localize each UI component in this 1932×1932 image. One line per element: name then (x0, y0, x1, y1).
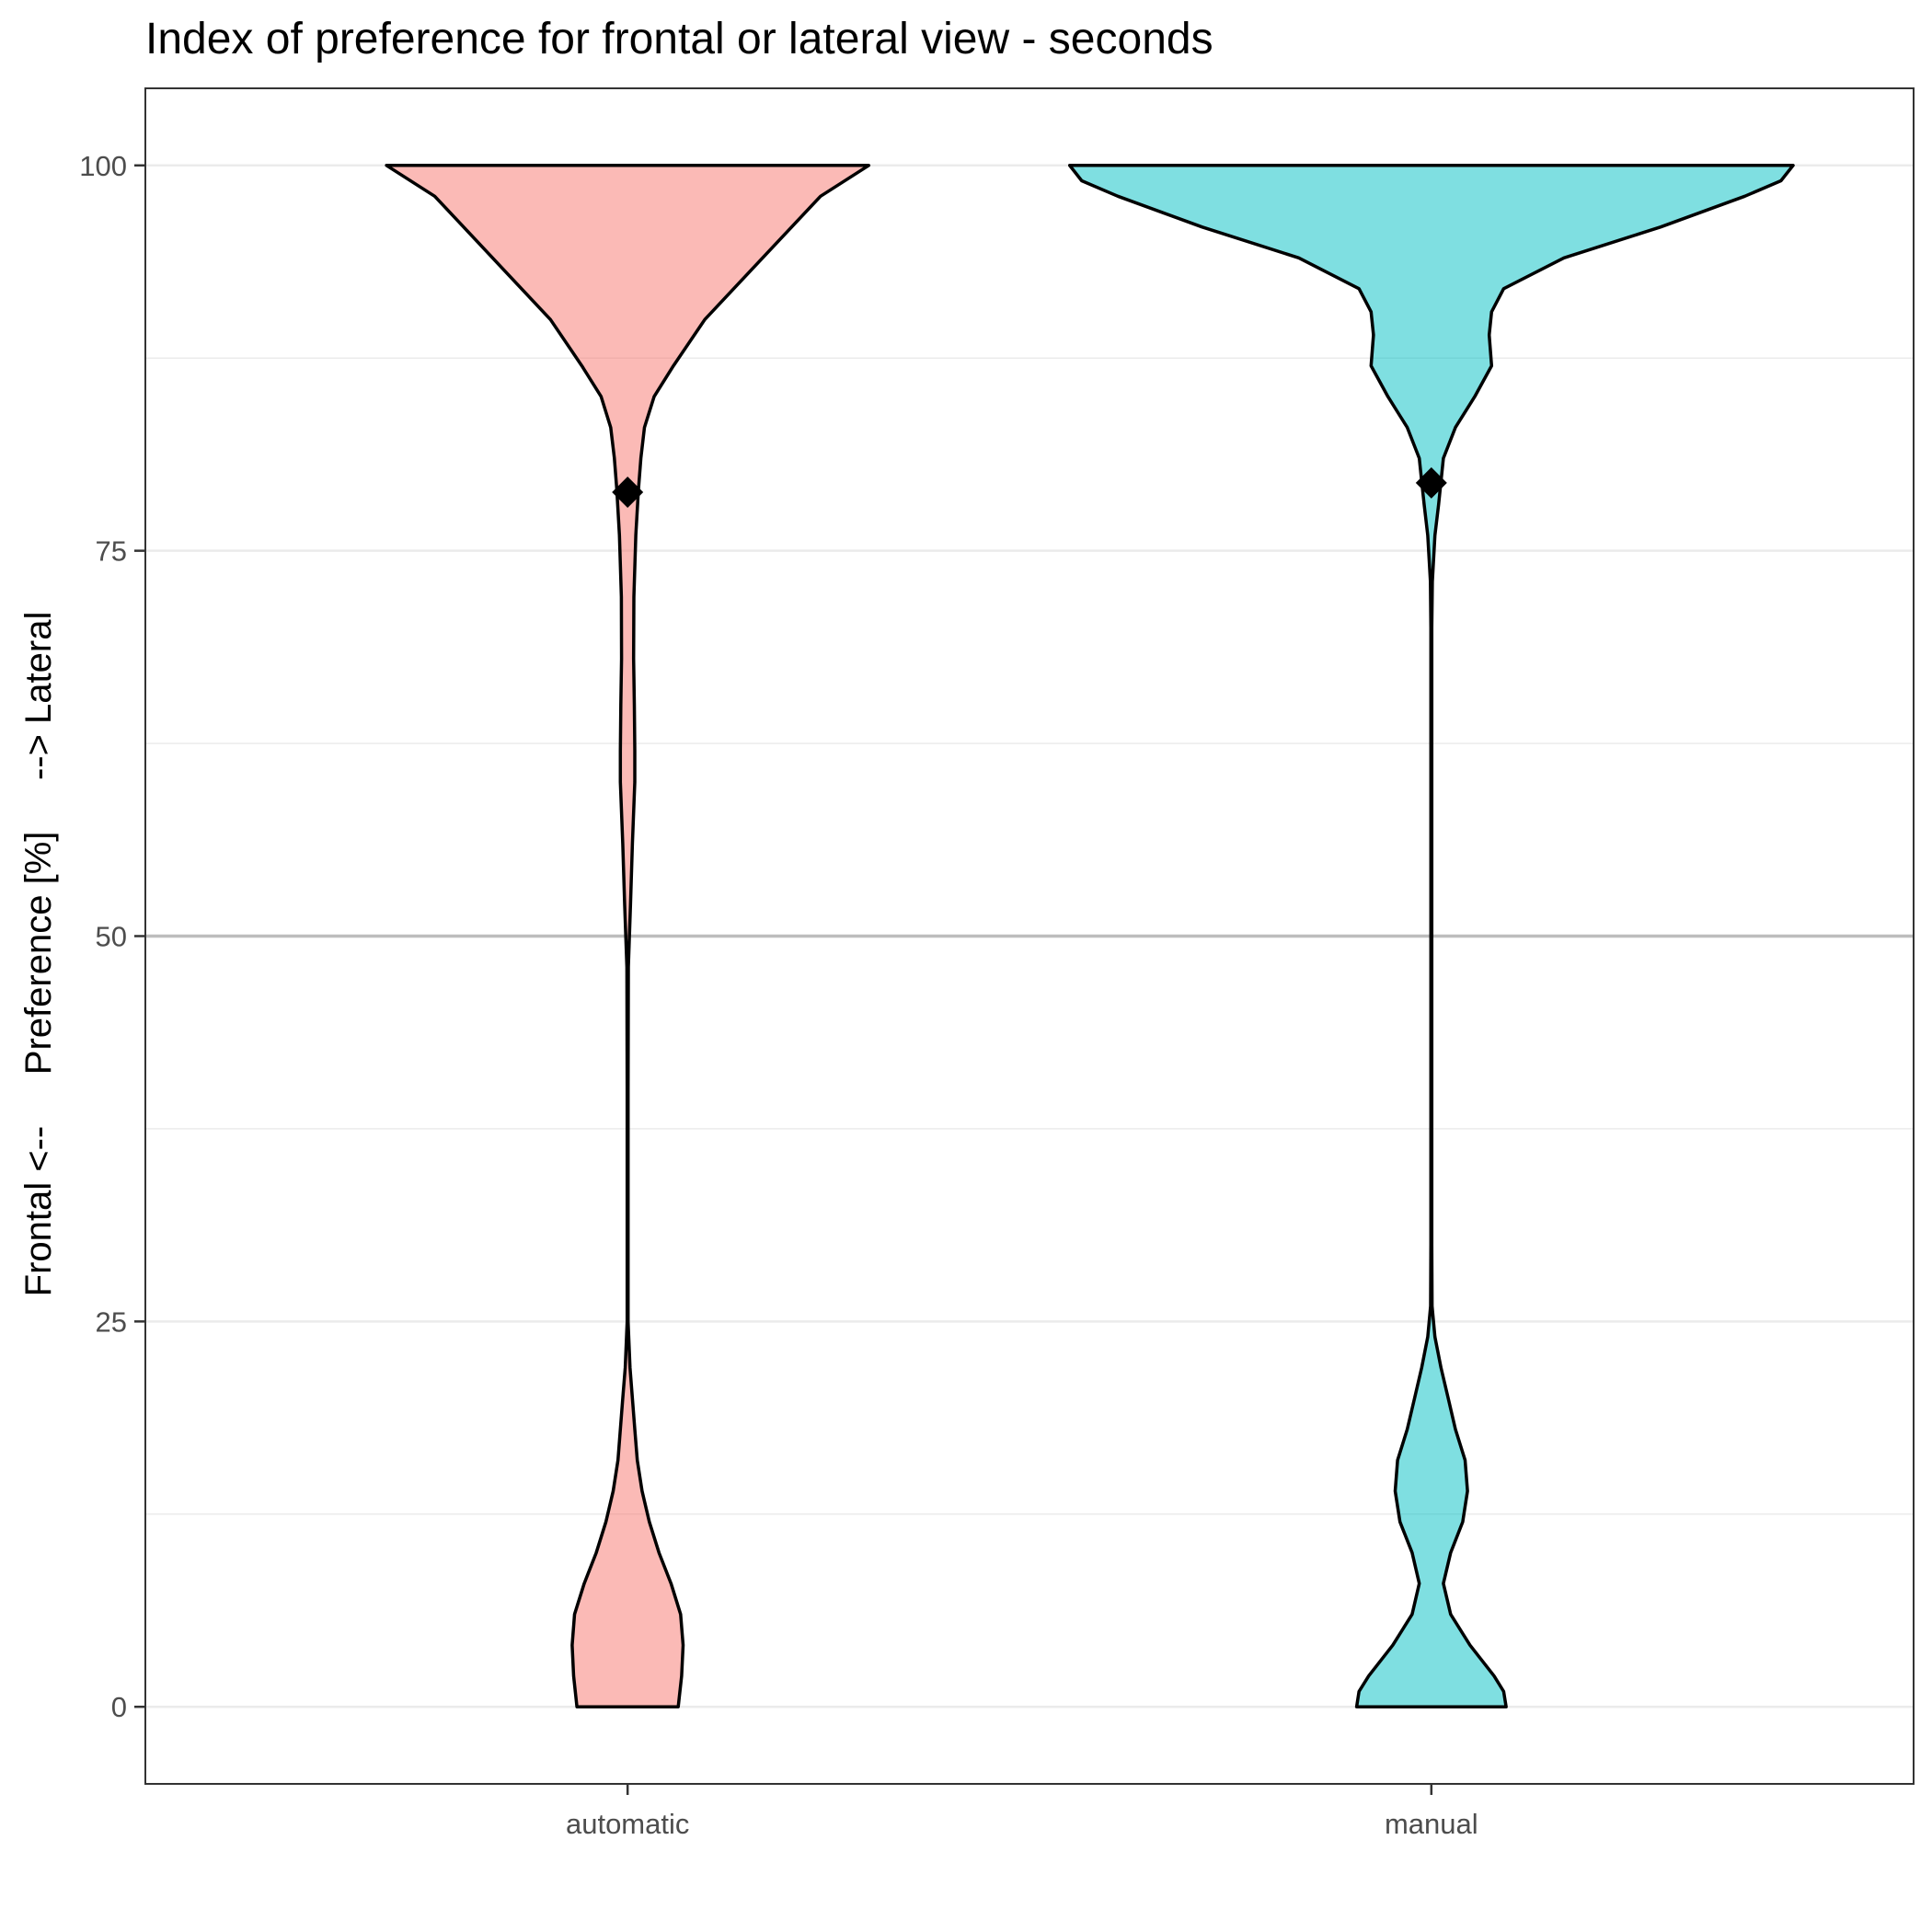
y-tick-label: 50 (96, 921, 127, 953)
violins (385, 164, 1795, 1708)
y-tick-label: 75 (96, 535, 127, 568)
mean-markers (612, 466, 1447, 508)
y-tick-label: 0 (111, 1691, 127, 1723)
violin-manual (1067, 164, 1795, 1708)
y-axis: 0 25 50 75 100 (79, 150, 145, 1723)
violin-automatic (385, 164, 871, 1708)
x-axis: automatic manual (566, 1784, 1478, 1840)
mean-marker-automatic (612, 476, 644, 508)
chart-title: Index of preference for frontal or later… (145, 15, 1213, 63)
x-tick-label-manual: manual (1385, 1808, 1478, 1840)
plot-panel (144, 87, 1915, 1785)
x-tick-label-automatic: automatic (566, 1808, 689, 1840)
y-axis-title: Frontal <-- Preference [%] --> Lateral (18, 612, 59, 1297)
mean-marker-manual (1415, 466, 1447, 499)
y-tick-label: 100 (79, 150, 127, 182)
y-tick-label: 25 (96, 1305, 127, 1338)
